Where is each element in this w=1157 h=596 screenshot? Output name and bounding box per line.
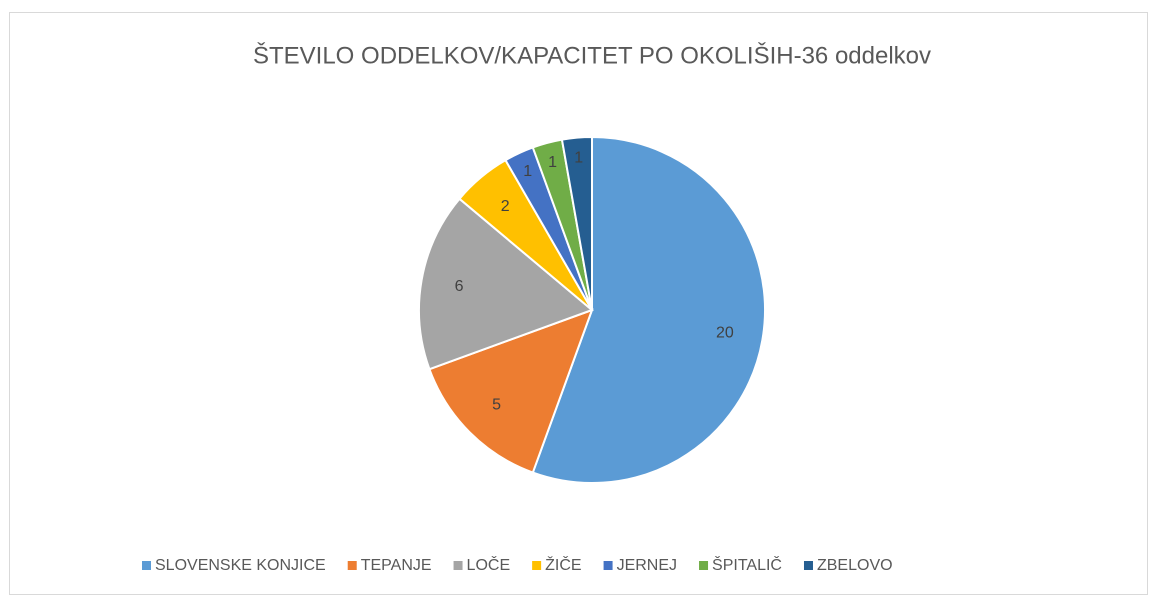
legend-label: TEPANJE	[361, 557, 432, 574]
pie-slice	[560, 135, 593, 311]
legend-swatch	[347, 561, 357, 570]
legend-swatch	[803, 561, 813, 570]
data-label: 1	[574, 150, 583, 167]
legend-swatch	[453, 561, 463, 570]
legend-swatch	[603, 561, 613, 570]
legend-swatch	[532, 561, 542, 570]
data-label: 20	[716, 325, 734, 342]
legend-label: LOČE	[467, 555, 511, 574]
legend-swatch	[699, 561, 709, 570]
data-label: 1	[548, 154, 557, 171]
pie-slice	[531, 135, 766, 484]
chart-title: ŠTEVILO ODDELKOV/KAPACITET PO OKOLIŠIH-3…	[253, 41, 931, 69]
legend-label: ZBELOVO	[817, 557, 893, 574]
pie-slice	[418, 197, 594, 371]
legend-label: SLOVENSKE KONJICE	[155, 557, 326, 574]
data-label: 1	[523, 163, 532, 180]
legend-label: JERNEJ	[617, 557, 677, 574]
pie-slice	[428, 308, 594, 474]
legend-label: ŽIČE	[545, 555, 581, 574]
data-label: 5	[492, 397, 501, 414]
legend-label: ŠPITALIČ	[712, 555, 782, 574]
data-label: 2	[501, 198, 510, 215]
legend-swatch	[142, 561, 151, 570]
data-label: 6	[455, 278, 464, 295]
